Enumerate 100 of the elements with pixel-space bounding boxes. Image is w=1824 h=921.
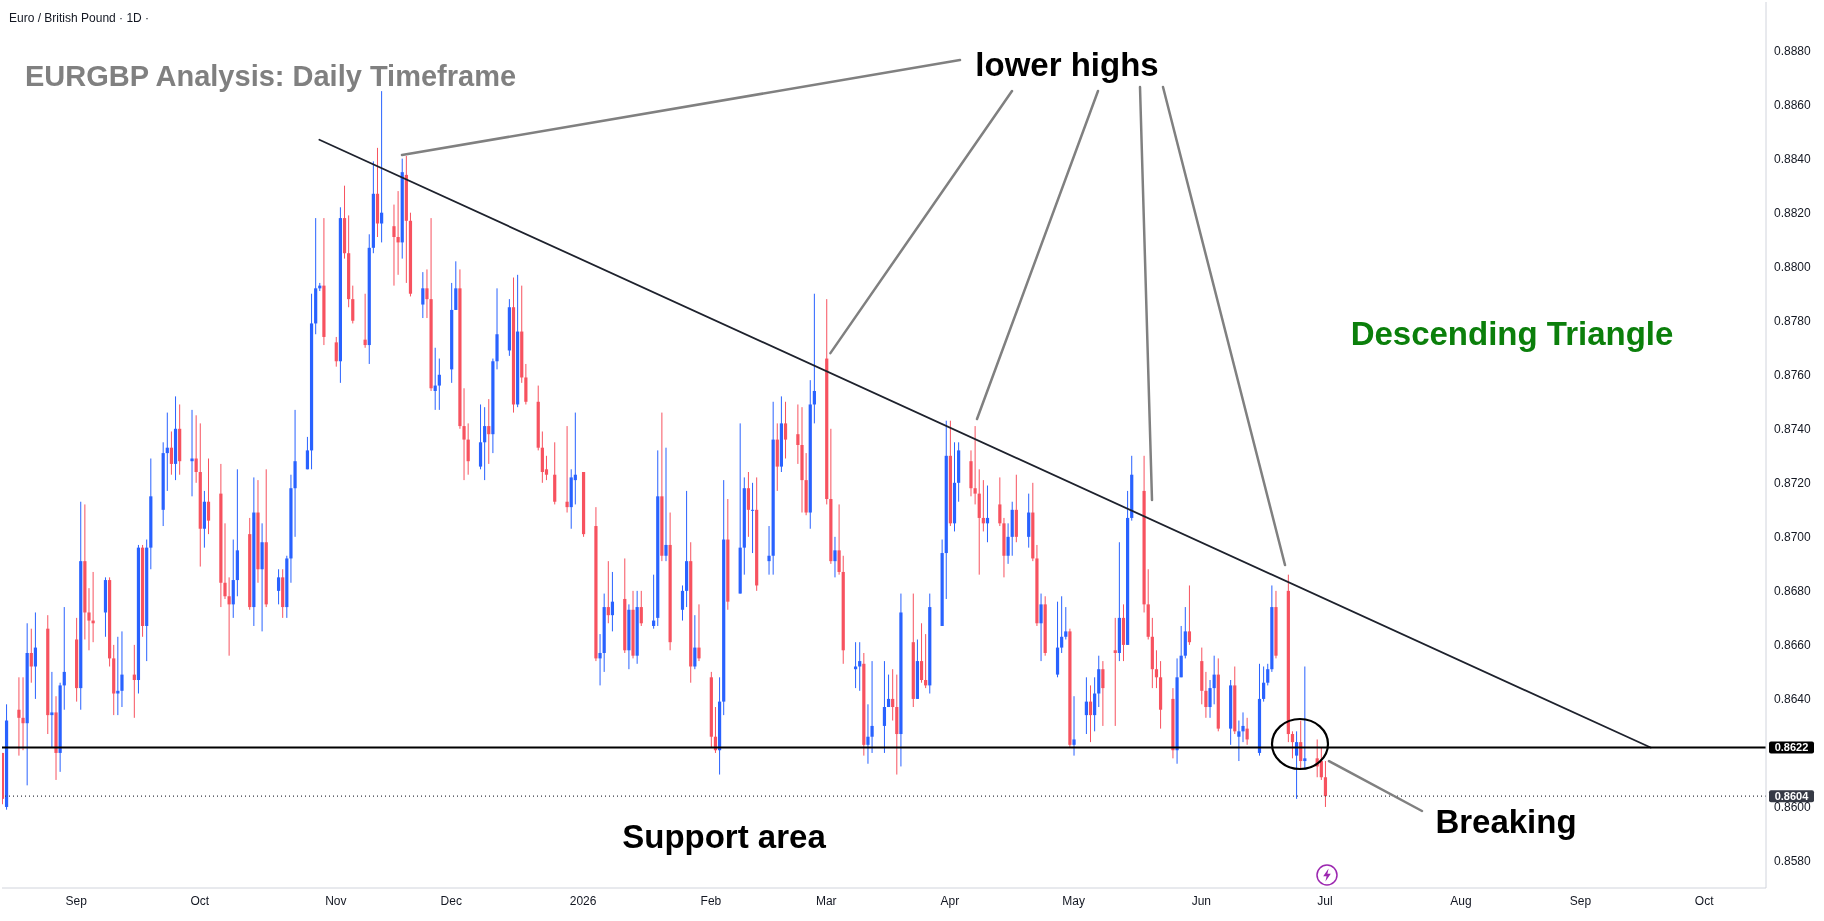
x-tick-label: Oct [190, 893, 210, 908]
y-tick-label: 0.8840 [1774, 151, 1812, 166]
candlestick [680, 584, 685, 622]
y-tick-label: 0.8740 [1774, 422, 1812, 437]
x-tick-label: Jul [1317, 893, 1333, 908]
candlestick [639, 590, 643, 627]
candlestick [767, 525, 771, 576]
candlestick [919, 622, 924, 684]
candlestick [454, 260, 458, 311]
y-tick-label: 0.8600 [1774, 800, 1812, 815]
annotation: lower highs [975, 45, 1159, 83]
candlestick [697, 603, 701, 662]
y-tick-label: 0.8780 [1774, 314, 1812, 328]
candlestick [1101, 660, 1105, 727]
y-tick-label: 0.8820 [1774, 205, 1812, 220]
candlestick [746, 471, 751, 538]
y-tick-label: 0.8880 [1774, 43, 1812, 58]
candlestick [886, 674, 891, 708]
y-tick-label: 0.8640 [1774, 692, 1812, 707]
candlestick [437, 358, 441, 411]
candlestick [1212, 655, 1216, 705]
text: EURGBP Analysis: Daily Timeframe [25, 60, 517, 92]
candlestick [17, 676, 21, 757]
annotation: Support area [622, 817, 826, 855]
candlestick [1084, 676, 1088, 735]
candlestick [421, 271, 425, 319]
x-tick-label: Apr [940, 893, 960, 908]
candlestick [1093, 676, 1097, 732]
candlestick [351, 285, 355, 324]
candlestick [1187, 584, 1192, 646]
x-tick-label: Sep [65, 893, 88, 908]
x-tick-label: Dec [440, 893, 462, 908]
candlestick [664, 447, 668, 562]
candlestick [858, 641, 862, 692]
candlestick [598, 633, 602, 686]
annotation: Breaking [1435, 802, 1577, 840]
y-tick-label: 0.8580 [1774, 854, 1812, 869]
candlestick [1039, 593, 1043, 662]
candlestick [693, 614, 697, 670]
candlestick [194, 414, 198, 484]
candlestick [1154, 649, 1159, 689]
x-tick-label: Mar [815, 893, 837, 908]
candlestick [227, 576, 231, 657]
candlestick [380, 90, 384, 243]
candlestick [29, 628, 33, 684]
candlestick [891, 668, 895, 722]
x-tick-label: Sep [1569, 893, 1592, 908]
x-tick-label: Aug [1450, 893, 1472, 908]
candlestick [1303, 666, 1307, 770]
candlestick [169, 430, 174, 476]
candlestick [276, 568, 281, 605]
x-tick-label: Oct [1694, 893, 1715, 908]
candlestick [882, 660, 887, 754]
candlestick [998, 476, 1002, 527]
candlestick [1262, 666, 1266, 703]
x-tick-label: 2026 [569, 893, 597, 908]
candlestick [1323, 760, 1328, 808]
candlestick [206, 458, 211, 535]
candlestick [973, 425, 977, 505]
candlestick [62, 606, 66, 711]
candlestick [1088, 684, 1093, 743]
text: Euro / British Pound · 1D · [9, 11, 150, 25]
y-tick-label: 0.8680 [1774, 584, 1812, 599]
annotation: Descending Triangle [1350, 314, 1674, 352]
candlestick [1060, 595, 1064, 654]
y-tick-label: 0.8760 [1774, 368, 1812, 383]
y-tick-label: 0.8860 [1774, 97, 1812, 112]
candlestick [483, 406, 487, 481]
candlestick [1204, 671, 1208, 719]
x-tick-label: Nov [325, 893, 347, 908]
candlestick [1290, 730, 1295, 759]
candlestick [1266, 663, 1270, 686]
candlestick [1179, 625, 1183, 678]
candlestick [610, 571, 615, 632]
candlestick [1113, 617, 1117, 727]
candlestick [487, 398, 491, 465]
candlestick [565, 425, 569, 514]
y-tick-label: 0.8800 [1774, 259, 1812, 274]
candlestick [783, 401, 788, 460]
candlestick [606, 560, 610, 624]
y-tick-label: 0.8720 [1774, 476, 1812, 491]
y-tick-label: 0.8700 [1774, 530, 1812, 545]
candlestick [120, 630, 124, 708]
candlestick [1072, 695, 1076, 757]
candlestick [33, 611, 38, 700]
candlestick [116, 636, 120, 716]
candlestick [1208, 679, 1212, 719]
candlestick [334, 336, 338, 368]
candlestick [833, 536, 837, 578]
x-tick-label: May [1062, 893, 1085, 908]
candlestick [466, 422, 470, 476]
candlestick [50, 671, 54, 749]
candlestick [1006, 522, 1010, 565]
ref-line-label: 0.8622 [1774, 741, 1809, 754]
x-tick-label: Jun [1191, 893, 1212, 908]
candlestick [750, 482, 755, 554]
candlestick [1064, 606, 1068, 640]
y-tick-label: 0.8660 [1774, 638, 1812, 653]
candlestick [1237, 720, 1241, 762]
candlestick [812, 293, 816, 424]
